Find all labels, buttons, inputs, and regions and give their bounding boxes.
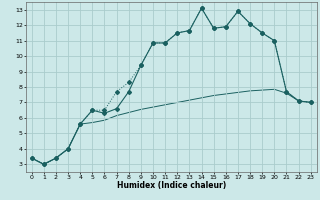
X-axis label: Humidex (Indice chaleur): Humidex (Indice chaleur) — [116, 181, 226, 190]
